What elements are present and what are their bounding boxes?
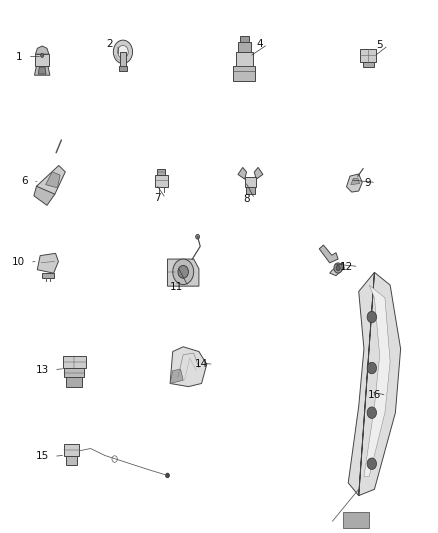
Text: 14: 14 — [195, 359, 208, 369]
Circle shape — [118, 45, 128, 58]
Polygon shape — [35, 46, 49, 54]
Circle shape — [113, 40, 133, 63]
Bar — [233, 66, 255, 82]
Text: 7: 7 — [154, 193, 160, 204]
Text: 10: 10 — [11, 257, 25, 267]
Polygon shape — [167, 259, 199, 286]
Bar — [64, 444, 79, 456]
Bar — [363, 62, 374, 67]
Polygon shape — [238, 167, 247, 179]
Circle shape — [166, 473, 170, 478]
Circle shape — [173, 259, 194, 285]
Text: 6: 6 — [21, 176, 28, 187]
Bar — [67, 377, 82, 386]
Text: 15: 15 — [35, 451, 49, 461]
Bar — [120, 52, 126, 66]
Polygon shape — [364, 285, 390, 477]
Polygon shape — [37, 253, 58, 273]
Text: 16: 16 — [368, 390, 381, 400]
Circle shape — [367, 362, 377, 374]
Bar — [246, 187, 255, 195]
Bar — [157, 169, 165, 175]
Bar — [42, 273, 53, 278]
Circle shape — [367, 407, 377, 418]
Text: 8: 8 — [243, 194, 250, 204]
Text: 9: 9 — [364, 177, 371, 188]
Bar — [360, 49, 376, 62]
Text: 11: 11 — [170, 282, 183, 292]
Circle shape — [178, 265, 188, 278]
Polygon shape — [170, 347, 207, 386]
Polygon shape — [39, 67, 46, 74]
Polygon shape — [36, 165, 65, 200]
Bar — [343, 512, 369, 528]
Polygon shape — [346, 174, 362, 192]
Circle shape — [334, 263, 343, 273]
Bar — [240, 36, 249, 42]
Text: 1: 1 — [16, 52, 22, 61]
Text: 13: 13 — [35, 365, 49, 375]
Text: 12: 12 — [340, 262, 353, 271]
Bar — [236, 52, 253, 66]
Polygon shape — [348, 272, 401, 496]
Circle shape — [336, 265, 340, 271]
Text: 2: 2 — [106, 39, 113, 49]
Bar — [155, 175, 168, 187]
Polygon shape — [254, 167, 263, 179]
Polygon shape — [35, 66, 50, 75]
Bar — [119, 66, 127, 70]
Bar — [64, 368, 84, 377]
Polygon shape — [170, 369, 183, 383]
Polygon shape — [351, 178, 360, 184]
Text: 5: 5 — [377, 41, 383, 50]
Bar — [66, 456, 77, 465]
Circle shape — [196, 235, 200, 239]
Circle shape — [367, 311, 377, 323]
Polygon shape — [330, 263, 344, 276]
Polygon shape — [34, 186, 55, 205]
Bar — [63, 356, 85, 368]
Text: 4: 4 — [256, 39, 263, 49]
Circle shape — [367, 458, 377, 470]
Polygon shape — [46, 172, 60, 188]
Circle shape — [40, 53, 44, 58]
Bar — [245, 177, 256, 187]
Polygon shape — [319, 245, 338, 263]
Bar — [35, 54, 49, 66]
Bar — [238, 42, 251, 52]
